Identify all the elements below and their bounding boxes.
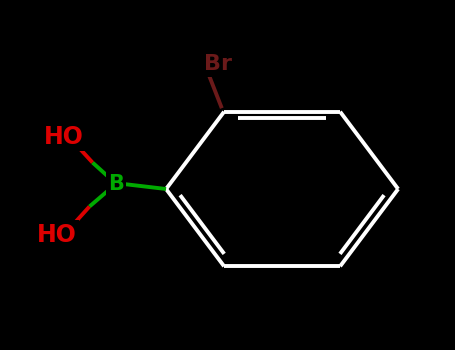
Text: Br: Br (204, 55, 232, 75)
Text: HO: HO (37, 223, 77, 246)
Text: HO: HO (44, 125, 84, 148)
Text: B: B (108, 174, 124, 194)
